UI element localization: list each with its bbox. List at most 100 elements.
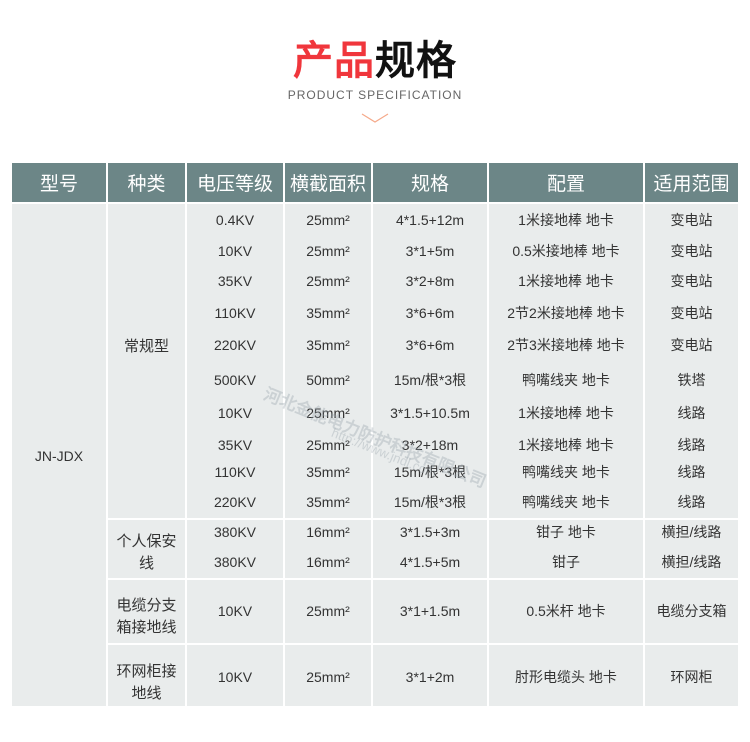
data-cell: 3*1+2m [373, 645, 487, 706]
cell-text: 380KV [213, 554, 257, 570]
cell-text: 肘形电缆头 地卡 [515, 669, 617, 685]
data-cell: 钳子 地卡 钳子 [489, 520, 643, 578]
data-cell: 1米接地棒 地卡 0.5米接地棒 地卡 1米接地棒 地卡 2节2米接地棒 地卡 2节3米… [489, 204, 643, 518]
cell-text: 220KV [213, 494, 257, 510]
column-header: 适用范围 [645, 163, 738, 202]
data-cell: 25mm² 25mm² 25mm² 35mm² 35mm² 50mm² 25mm² 25mm²… [285, 204, 371, 518]
data-cell: 25mm² [285, 580, 371, 643]
data-cell: 肘形电缆头 地卡 [489, 645, 643, 706]
data-cell: 380KV 380KV [187, 520, 283, 578]
cell-text: 钳子 [552, 554, 580, 570]
data-cell: 0.5米杆 地卡 [489, 580, 643, 643]
cell-text: 35mm² [306, 305, 350, 321]
data-cell: 3*1+1.5m [373, 580, 487, 643]
data-cell: 变电站 变电站 变电站 变电站 变电站 铁塔 线路 线路 线路 线路 [645, 204, 738, 518]
cell-text: 3*1.5+3m [399, 524, 461, 540]
page-subtitle: PRODUCT SPECIFICATION [287, 88, 463, 102]
title-red: 产品 [293, 38, 375, 84]
cell-text: 4*1.5+5m [399, 554, 461, 570]
cell-text: 线路 [677, 405, 706, 421]
category-cell: 个人保安线 [108, 520, 185, 578]
model-cell: JN-JDX [12, 204, 106, 706]
category-text: 常规型 [123, 338, 169, 355]
category-text: 电缆分支箱接地线 [116, 597, 177, 636]
cell-text: 16mm² [306, 524, 350, 540]
column-header: 种类 [108, 163, 185, 202]
column-header: 规格 [373, 163, 487, 202]
cell-text: 110KV [214, 305, 256, 321]
cell-text: 3*6+6m [405, 337, 455, 353]
title-black: 规格 [375, 38, 457, 84]
cell-text: 3*2+8m [405, 273, 455, 289]
data-cell: 10KV [187, 580, 283, 643]
page-title: 产品规格 [0, 28, 750, 86]
data-cell: 横担/线路 横担/线路 [645, 520, 738, 578]
cell-text: 500KV [213, 372, 257, 388]
category-text: 个人保安线 [116, 533, 177, 572]
cell-text: 25mm² [306, 405, 350, 421]
cell-text: 铁塔 [677, 372, 706, 388]
category-text: 环网柜接地线 [116, 663, 177, 702]
data-cell: 0.4KV 10KV 35KV 110KV 220KV 500KV 10KV 35KV 110K… [187, 204, 283, 518]
cell-text: 1米接地棒 地卡 [518, 273, 614, 289]
cell-text: 电缆分支箱 [656, 603, 727, 619]
cell-text: 2节2米接地棒 地卡 [507, 305, 625, 321]
cell-text: 15m/根*3根 [393, 494, 467, 510]
data-cell: 4*1.5+12m 3*1+5m 3*2+8m 3*6+6m 3*6+6m 15m/根*3… [373, 204, 487, 518]
cell-text: 25mm² [306, 603, 350, 619]
model-text: JN-JDX [34, 448, 84, 464]
cell-text: 25mm² [306, 669, 350, 685]
data-cell: 3*1.5+3m 4*1.5+5m [373, 520, 487, 578]
cell-text: 横担/线路 [661, 524, 722, 540]
cell-text: 35mm² [306, 494, 350, 510]
cell-text: 380KV [213, 524, 257, 540]
cell-text: 1米接地棒 地卡 [518, 437, 614, 453]
data-cell: 环网柜 [645, 645, 738, 706]
cell-text: 3*6+6m [405, 305, 455, 321]
cell-text: 线路 [677, 437, 706, 453]
cell-text: 变电站 [670, 243, 713, 259]
cell-text: 10KV [217, 243, 253, 259]
column-header: 电压等级 [187, 163, 283, 202]
cell-text: 220KV [213, 337, 257, 353]
cell-text: 25mm² [306, 273, 350, 289]
cell-text: 10KV [217, 405, 253, 421]
cell-text: 0.4KV [215, 212, 255, 228]
cell-text: 4*1.5+12m [395, 212, 465, 228]
cell-text: 35KV [217, 437, 253, 453]
column-header: 型号 [12, 163, 106, 202]
cell-text: 25mm² [306, 212, 350, 228]
cell-text: 25mm² [306, 437, 350, 453]
cell-text: 15m/根*3根 [393, 372, 467, 388]
cell-text: 3*1.5+10.5m [390, 405, 470, 421]
cell-text: 1米接地棒 地卡 [518, 212, 614, 228]
cell-text: 变电站 [670, 212, 713, 228]
cell-text: 环网柜 [670, 669, 713, 685]
cell-text: 0.5米接地棒 地卡 [512, 243, 620, 259]
data-cell: 10KV [187, 645, 283, 706]
cell-text: 1米接地棒 地卡 [518, 405, 614, 421]
cell-text: 35KV [217, 273, 253, 289]
chevron-down-icon [361, 113, 389, 123]
cell-text: 0.5米杆 地卡 [526, 603, 606, 619]
cell-text: 鸭嘴线夹 地卡 [522, 494, 610, 510]
cell-text: 16mm² [306, 554, 350, 570]
cell-text: 10KV [217, 603, 253, 619]
cell-text: 3*1+1.5m [399, 603, 461, 619]
data-cell: 25mm² [285, 645, 371, 706]
cell-text: 3*2+18m [401, 437, 459, 453]
cell-text: 鸭嘴线夹 地卡 [522, 372, 610, 388]
cell-text: 10KV [217, 669, 253, 685]
cell-text: 钳子 地卡 [536, 524, 596, 540]
cell-text: 横担/线路 [661, 554, 722, 570]
cell-text: 2节3米接地棒 地卡 [507, 337, 625, 353]
cell-text: 50mm² [306, 372, 350, 388]
category-cell: 电缆分支箱接地线 [108, 580, 185, 643]
cell-text: 35mm² [306, 337, 350, 353]
cell-text: 35mm² [306, 464, 350, 480]
cell-text: 变电站 [670, 337, 713, 353]
data-cell: 16mm² 16mm² [285, 520, 371, 578]
column-header: 横截面积 [285, 163, 371, 202]
category-cell: 环网柜接地线 [108, 645, 185, 706]
